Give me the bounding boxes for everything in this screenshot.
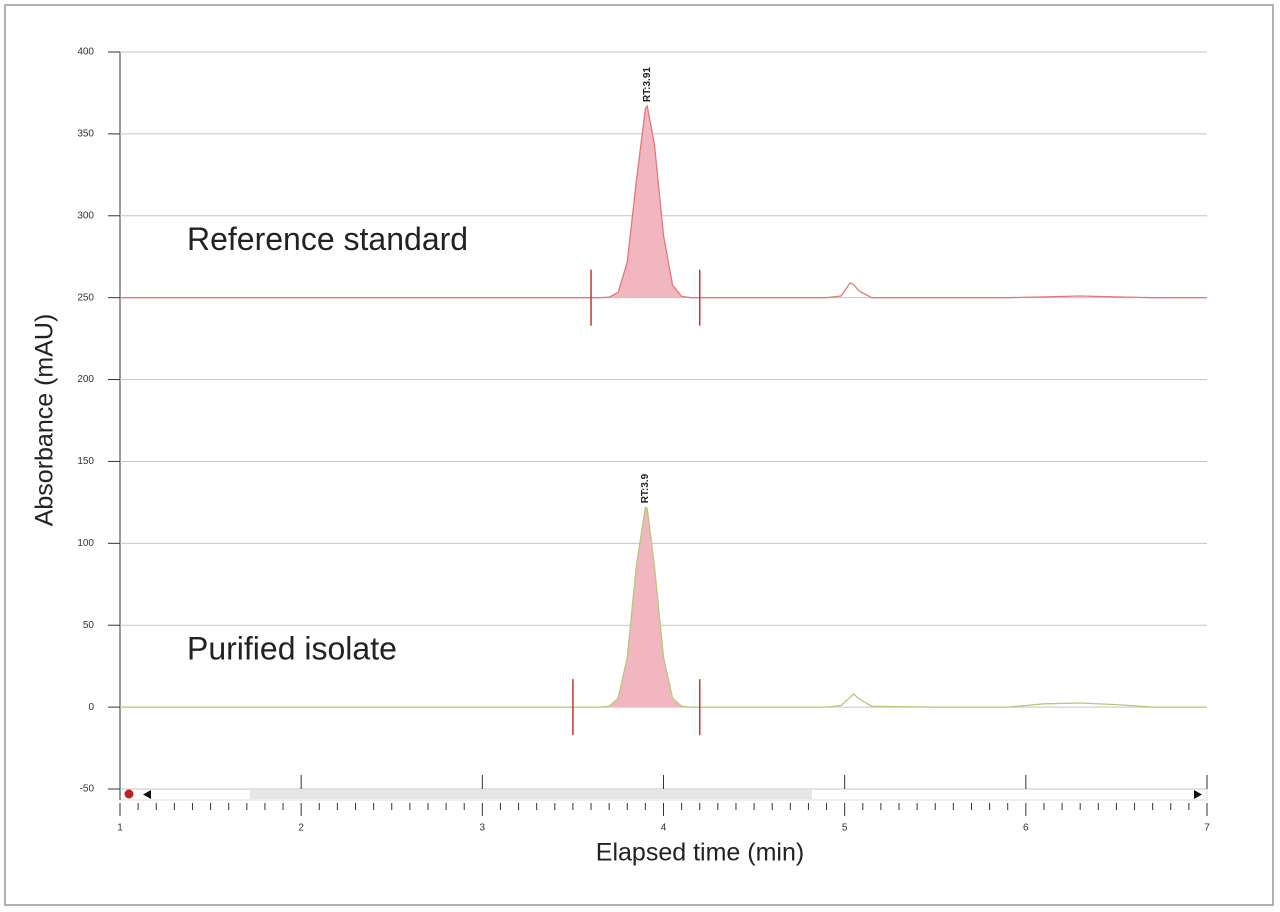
x-tick-label: 7 bbox=[1204, 823, 1210, 834]
y-tick-label: 350 bbox=[77, 129, 94, 140]
series-label: Purified isolate bbox=[187, 631, 397, 667]
series-line bbox=[120, 104, 1207, 299]
peak-label: RT:3.91 bbox=[642, 67, 653, 102]
y-tick-label: 150 bbox=[77, 456, 94, 467]
scroll-right[interactable] bbox=[1194, 790, 1202, 799]
x-axis-title: Elapsed time (min) bbox=[596, 839, 804, 867]
series-label: Reference standard bbox=[187, 221, 468, 257]
x-tick-label: 3 bbox=[480, 823, 486, 834]
y-tick-label: 0 bbox=[88, 702, 94, 713]
y-axis-title: Absorbance (mAU) bbox=[31, 314, 59, 527]
y-tick-label: 300 bbox=[77, 210, 94, 221]
y-tick-label: -50 bbox=[80, 784, 95, 795]
frame bbox=[4, 4, 1274, 906]
scroll-left[interactable] bbox=[143, 790, 151, 799]
peak-area bbox=[591, 106, 700, 298]
x-tick-label: 6 bbox=[1023, 823, 1029, 834]
y-tick-label: 200 bbox=[77, 374, 94, 385]
y-tick-label: 250 bbox=[77, 292, 94, 303]
x-tick-label: 1 bbox=[117, 823, 123, 834]
x-tick-label: 2 bbox=[298, 823, 304, 834]
scroll-thumb[interactable] bbox=[250, 790, 812, 799]
x-tick-label: 5 bbox=[842, 823, 848, 834]
x-tick-label: 4 bbox=[661, 823, 667, 834]
peak-label: RT:3.9 bbox=[640, 473, 651, 503]
y-tick-label: 50 bbox=[83, 620, 95, 631]
scrollbar bbox=[119, 788, 1208, 801]
record-dot[interactable] bbox=[124, 789, 134, 799]
peak-area bbox=[572, 507, 700, 708]
y-tick-label: 100 bbox=[77, 538, 94, 549]
series-line bbox=[120, 506, 1207, 708]
y-tick-label: 400 bbox=[77, 47, 94, 58]
